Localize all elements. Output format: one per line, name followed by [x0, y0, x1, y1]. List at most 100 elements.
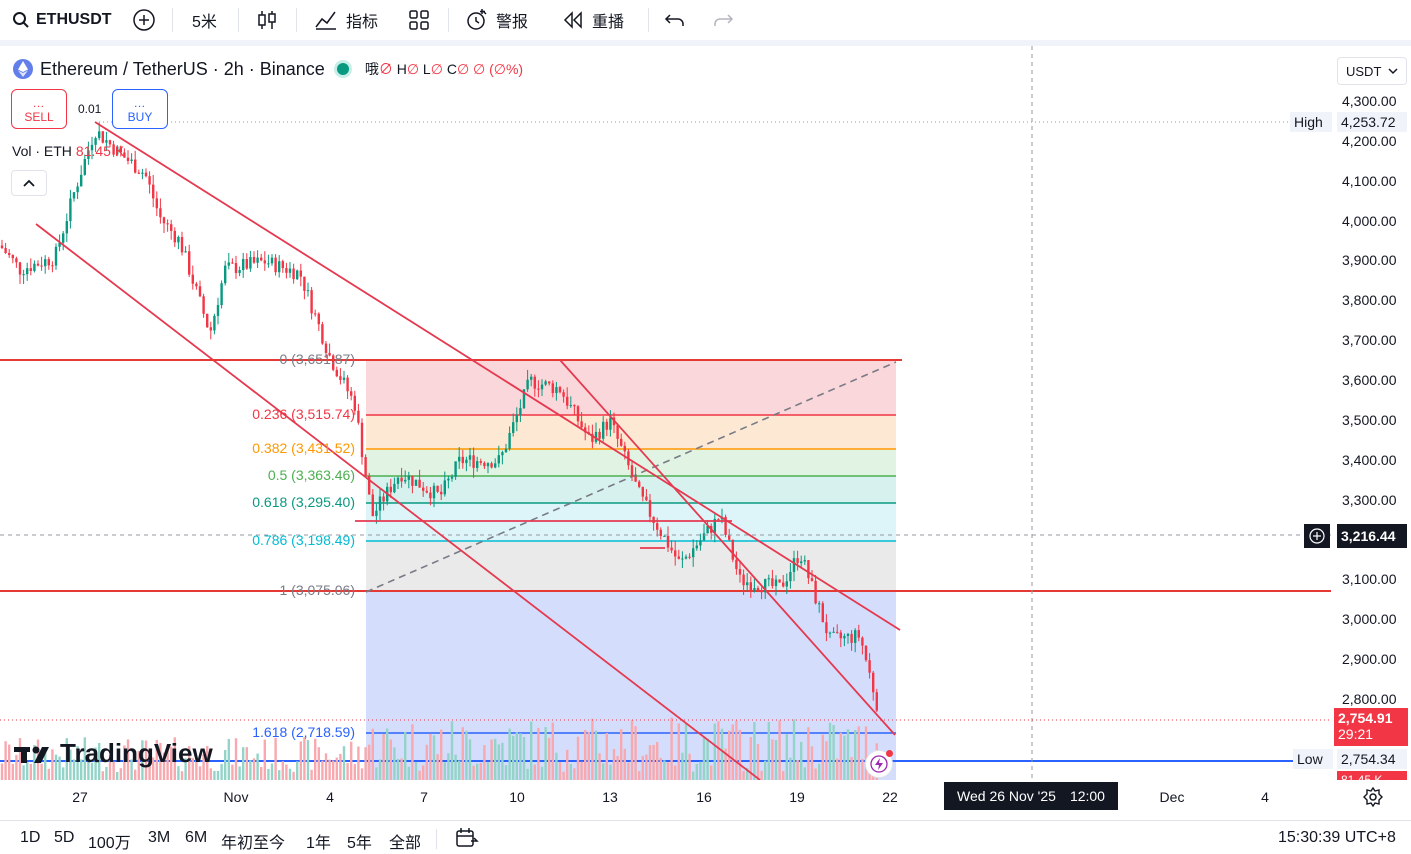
candle-body — [447, 478, 450, 481]
collapse-legend-button[interactable] — [11, 170, 47, 196]
range-button[interactable]: 6M — [185, 829, 208, 846]
range-button[interactable]: 5年 — [347, 835, 372, 852]
tradingview-logo[interactable]: TradingView — [14, 738, 213, 769]
chart-pane[interactable] — [0, 46, 1331, 780]
candle-body — [605, 421, 608, 430]
volume-bar — [242, 747, 245, 780]
settings-button[interactable] — [1362, 786, 1384, 808]
volume-bar — [378, 759, 382, 780]
candle-body — [472, 455, 475, 468]
crosshair-time-text: 12:00 — [1069, 788, 1105, 804]
volume-bar — [551, 722, 554, 780]
volume-bar — [598, 753, 601, 780]
compare-button[interactable] — [132, 8, 156, 32]
volume-bar — [681, 752, 684, 780]
candle-body — [292, 268, 295, 280]
candle-body — [29, 268, 32, 271]
indicators-label: 指标 — [346, 14, 379, 31]
currency-label: USDT — [1346, 63, 1382, 79]
volume-bar — [346, 763, 349, 780]
candle-body — [188, 251, 191, 275]
candle-body — [180, 237, 184, 253]
price-tick-label: 3,400.00 — [1342, 451, 1397, 468]
candle-body — [573, 405, 576, 407]
volume-bar — [591, 718, 594, 780]
tradingview-logo-icon — [14, 746, 49, 763]
volume-bar — [260, 767, 263, 780]
price-tick-label: 3,500.00 — [1342, 411, 1397, 428]
open-label: 哦 — [364, 61, 379, 77]
crosshair-add-button[interactable] — [1304, 524, 1330, 548]
range-button[interactable]: 年初至今 — [221, 835, 286, 852]
clock-timezone[interactable]: 15:30:39 UTC+8 — [1278, 829, 1396, 846]
volume-bar — [80, 759, 83, 780]
replay-spark-button[interactable] — [865, 750, 893, 778]
alert-button[interactable]: 警报 — [464, 8, 528, 32]
fib-zone — [366, 476, 896, 503]
candle-body — [778, 579, 781, 583]
range-button[interactable]: 3M — [148, 829, 171, 846]
interval-button[interactable]: 5米 — [192, 14, 217, 31]
volume-bar — [648, 745, 652, 780]
buy-button[interactable]: … BUY — [112, 89, 168, 129]
volume-bar — [83, 737, 86, 780]
candle-body — [555, 387, 558, 394]
volume-bar — [317, 747, 320, 780]
low-value: ∅ — [430, 61, 443, 77]
candle-body — [177, 237, 180, 243]
fib-level-label: 0 (3,651.87) — [279, 351, 356, 367]
candle-body — [90, 144, 94, 151]
volume-bar — [108, 754, 112, 780]
undo-button[interactable] — [664, 8, 686, 32]
volume-bar — [202, 754, 205, 780]
candle-body — [270, 257, 274, 264]
volume-bar — [533, 764, 536, 780]
price-scale[interactable] — [1331, 46, 1411, 780]
candle-body — [429, 492, 432, 499]
range-button[interactable]: 100万 — [88, 835, 131, 852]
volume-bar — [742, 771, 745, 780]
range-button[interactable]: 1D — [20, 829, 41, 846]
candle-body — [18, 262, 22, 275]
volume-bar — [825, 741, 828, 780]
volume-bar — [738, 729, 742, 780]
volume-bar — [760, 770, 763, 780]
currency-select[interactable]: USDT — [1337, 57, 1407, 85]
chart-type-button[interactable] — [256, 8, 278, 32]
range-button[interactable]: 5D — [54, 829, 75, 846]
volume-bar — [285, 764, 288, 780]
symbol-label: ETHUSDT — [36, 11, 112, 28]
layouts-button[interactable] — [408, 8, 430, 32]
volume-bar — [245, 747, 248, 780]
spread-value: 0.01 — [78, 102, 102, 116]
volume-bar — [483, 745, 486, 780]
volume-bar — [594, 730, 598, 780]
symbol-search[interactable]: ETHUSDT — [12, 8, 112, 32]
range-button[interactable]: 1年 — [306, 835, 331, 852]
trend-lines[interactable] — [0, 46, 1331, 780]
volume-bar — [645, 754, 648, 780]
volume-bar — [548, 737, 551, 780]
candle-body — [242, 259, 245, 271]
indicators-button[interactable]: 指标 — [314, 8, 378, 32]
time-scale[interactable]: 27 Nov 4 7 10 13 16 19 22 Dec 4 — [0, 780, 1331, 812]
buy-price: … — [133, 96, 147, 110]
fib-level-label: 0.786 (3,198.49) — [252, 532, 355, 548]
date-range-button[interactable] — [455, 827, 479, 854]
replay-button[interactable]: 重播 — [562, 8, 624, 32]
candle-body — [850, 633, 853, 643]
symbol-description[interactable]: Ethereum / TetherUS · 2h · Binance — [40, 58, 325, 79]
candle-body — [875, 692, 878, 711]
time-tick-label: 19 — [789, 789, 805, 805]
fib-retracement[interactable] — [0, 359, 1331, 780]
redo-button[interactable] — [712, 8, 734, 32]
candle-body — [285, 268, 288, 273]
candle-body — [393, 483, 396, 493]
sell-button[interactable]: … SELL — [11, 89, 67, 129]
range-button[interactable]: 全部 — [389, 835, 422, 852]
candle-body — [771, 578, 774, 587]
candle-body — [382, 496, 385, 502]
price-tick-label: 3,000.00 — [1342, 611, 1397, 628]
candle-body — [738, 569, 742, 575]
candle-body — [454, 461, 457, 477]
